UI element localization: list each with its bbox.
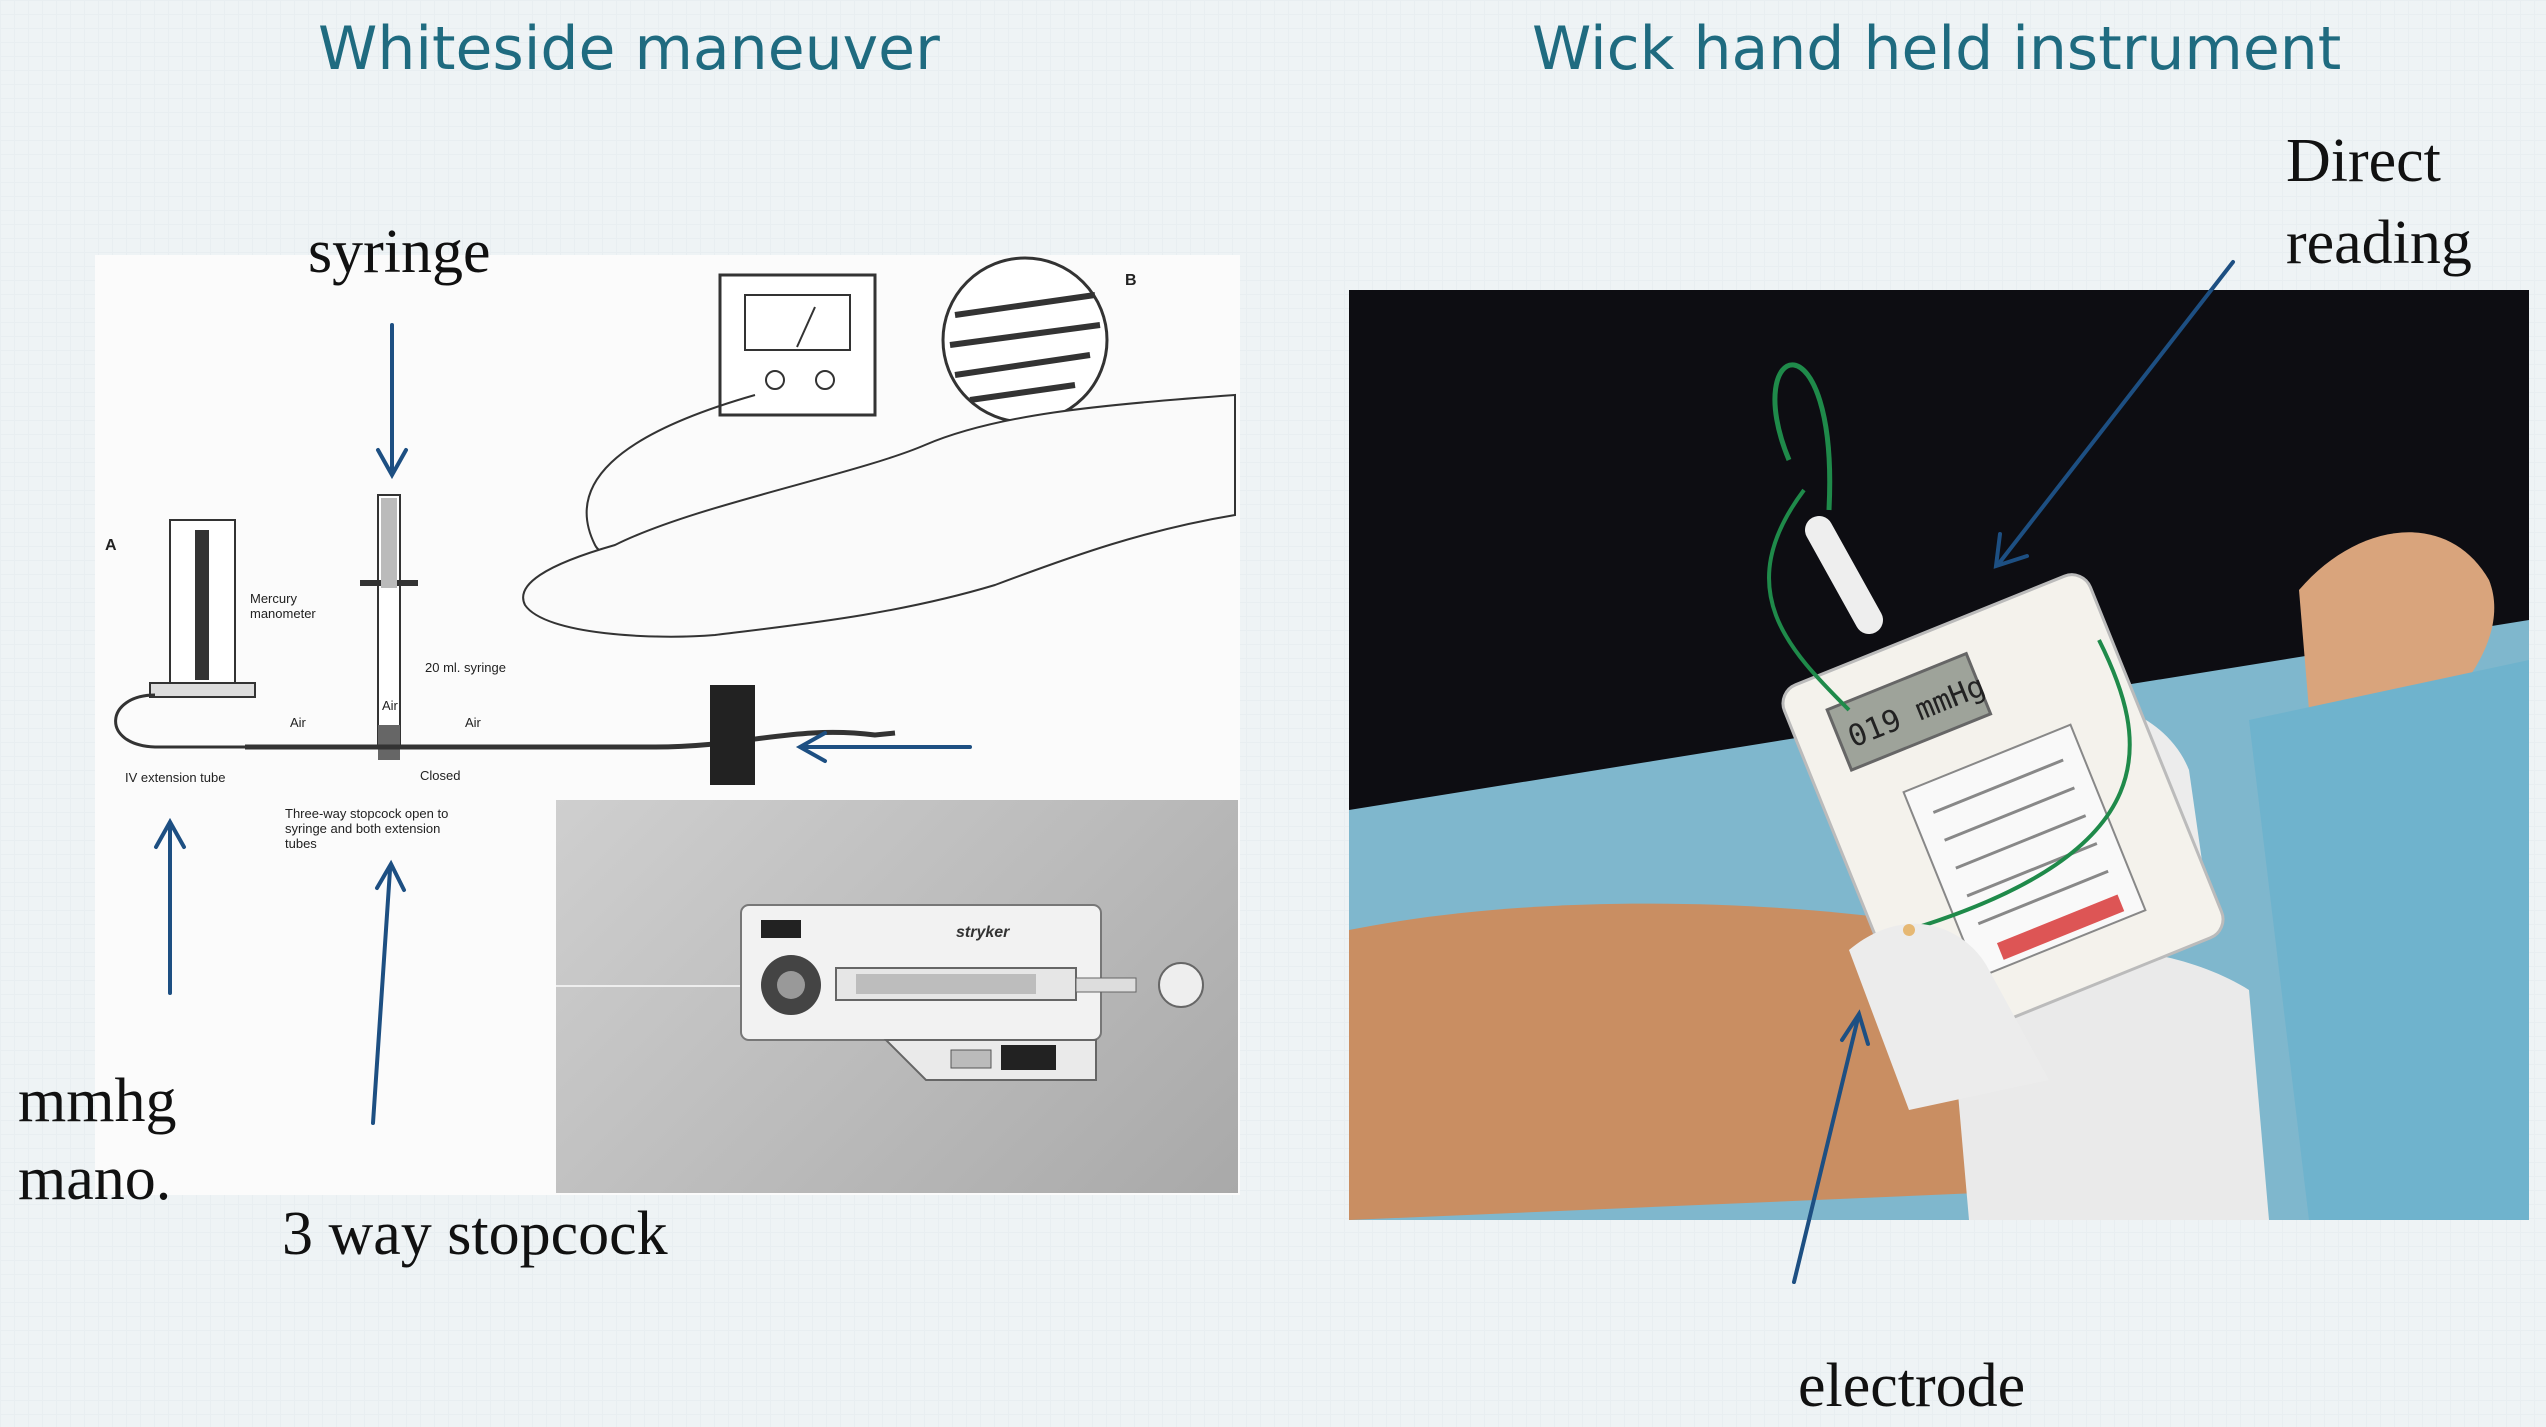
air-label-left: Air xyxy=(290,715,307,730)
heading-whiteside: Whiteside maneuver xyxy=(318,14,940,84)
tissue-block xyxy=(710,685,755,785)
panel-a-label: A xyxy=(105,537,117,554)
air-label-right: Air xyxy=(465,715,482,730)
syringe-illustration xyxy=(360,494,418,760)
stryker-logo-text: stryker xyxy=(956,924,1010,941)
label-stopcock: 3 way stopcock xyxy=(282,1200,668,1268)
closed-label: Closed xyxy=(420,768,460,783)
label-manometer-line1: mmhg xyxy=(18,1067,177,1135)
panel-b-label: B xyxy=(1125,272,1137,289)
heading-wick: Wick hand held instrument xyxy=(1532,14,2342,84)
label-direct-line1: Direct xyxy=(2286,127,2441,195)
label-manometer-line2: mano. xyxy=(18,1145,172,1213)
label-syringe: syringe xyxy=(308,218,491,286)
mercury-label-2: manometer xyxy=(250,606,316,621)
mercury-label-1: Mercury xyxy=(250,591,297,606)
stryker-device-photo: stryker xyxy=(556,800,1238,1193)
mercury-manometer-illustration xyxy=(114,519,256,749)
leg-drawing xyxy=(522,393,1236,638)
stopcock-note-2: syringe and both extension xyxy=(285,821,440,836)
label-electrode: electrode xyxy=(1798,1352,2026,1420)
stopcock-note-3: tubes xyxy=(285,836,317,851)
wick-instrument-photo: 019 mmHg xyxy=(1349,290,2529,1220)
label-direct-line2: reading xyxy=(2286,209,2472,277)
stopcock-note-1: Three-way stopcock open to xyxy=(285,806,448,821)
extension-tubing xyxy=(245,729,896,750)
syringe-note: 20 ml. syringe xyxy=(425,660,506,675)
iv-tube-label: IV extension tube xyxy=(125,770,225,785)
air-label-syringe: Air xyxy=(382,698,399,713)
